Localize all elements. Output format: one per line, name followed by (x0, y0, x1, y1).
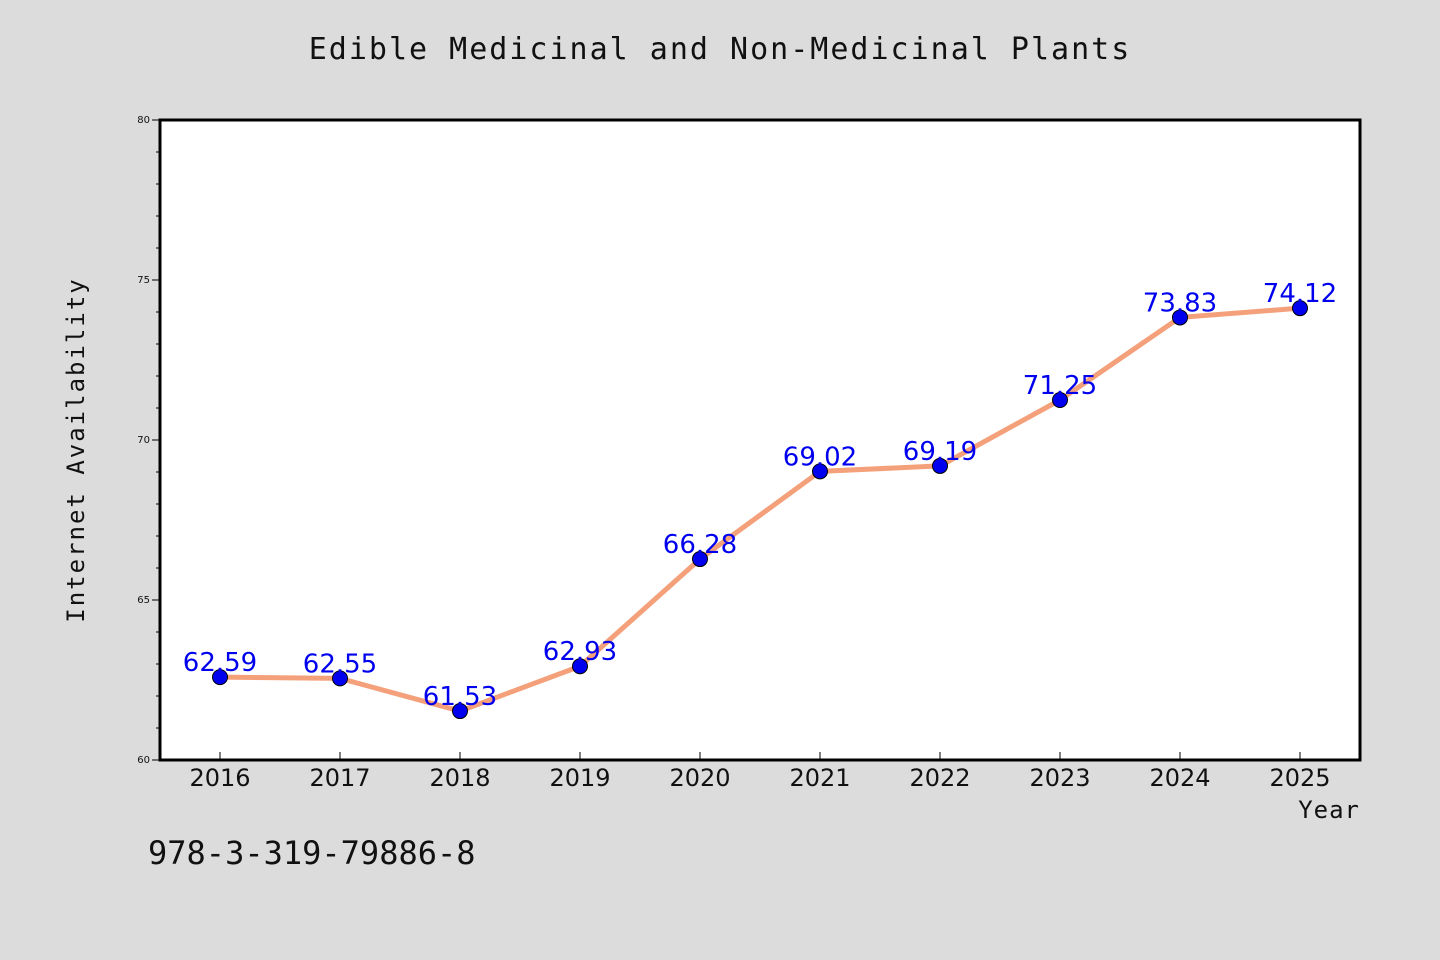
plot-background (160, 120, 1360, 760)
x-tick-label: 2024 (1149, 764, 1210, 792)
data-label: 62.93 (543, 637, 617, 667)
x-tick-label: 2016 (189, 764, 250, 792)
x-tick-label: 2022 (909, 764, 970, 792)
data-label: 66.28 (663, 530, 737, 560)
data-point (572, 658, 588, 675)
data-point (452, 703, 468, 720)
data-label: 73.83 (1143, 288, 1217, 318)
data-point (1172, 309, 1188, 326)
chart-title: Edible Medicinal and Non-Medicinal Plant… (308, 32, 1132, 67)
x-tick-label: 2020 (669, 764, 730, 792)
data-point (1292, 300, 1308, 317)
data-label: 62.59 (183, 648, 257, 678)
series-line (217, 305, 1303, 714)
x-tick-label: 2023 (1029, 764, 1090, 792)
y-tick-label: 70 (137, 435, 150, 446)
y-tick-label: 80 (137, 115, 150, 126)
data-point (692, 551, 708, 568)
data-point (812, 463, 828, 480)
data-label: 61.53 (423, 682, 497, 712)
data-point (332, 670, 348, 687)
data-label: 62.55 (303, 649, 377, 679)
x-axis-label: Year (1298, 796, 1360, 824)
x-tick-label: 2017 (309, 764, 370, 792)
data-label: 71.25 (1023, 371, 1097, 401)
data-label: 69.02 (783, 442, 857, 472)
x-tick-label: 2019 (549, 764, 610, 792)
y-tick-label: 65 (137, 595, 150, 606)
data-label: 74.12 (1263, 279, 1337, 309)
data-label: 69.19 (903, 437, 977, 467)
data-point (932, 457, 948, 474)
x-tick-label: 2018 (429, 764, 490, 792)
y-tick-label: 75 (137, 275, 150, 286)
x-tick-label: 2025 (1269, 764, 1330, 792)
data-point (1052, 392, 1068, 408)
plot-frame (158, 118, 1362, 762)
y-tick-label: 60 (137, 755, 150, 766)
footnote: 978-3-319-79886-8 (148, 834, 476, 872)
data-point (212, 669, 228, 686)
x-tick-label: 2021 (789, 764, 850, 792)
